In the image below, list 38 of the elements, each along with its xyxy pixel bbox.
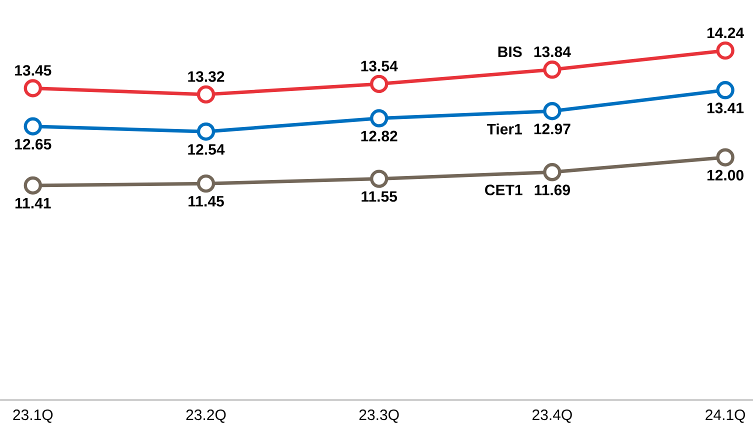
data-label: 13.41 [707, 102, 744, 114]
series-label: CET1 [485, 184, 522, 196]
point [543, 60, 562, 79]
data-label: 12.00 [707, 170, 744, 181]
x-tick-label: 23.2Q [186, 410, 226, 423]
point [24, 117, 42, 136]
data-label: 11.55 [362, 191, 398, 202]
series-label: Tier1 [486, 123, 522, 134]
point [716, 148, 734, 166]
series-label: BIS [498, 46, 522, 58]
data-label: 11.45 [188, 196, 224, 207]
x-tick-label: 23.3Q [359, 410, 399, 423]
data-label: 13.84 [534, 46, 571, 58]
x-tick-label: 24.1Q [706, 410, 746, 423]
point [370, 170, 388, 188]
data-label: 14.24 [707, 28, 744, 38]
point [716, 41, 734, 60]
point [196, 85, 216, 104]
x-tick-label: 23.4Q [532, 410, 572, 423]
point [196, 174, 216, 193]
data-label: 12.82 [361, 130, 398, 142]
data-label: 13.45 [15, 65, 52, 76]
data-label: 11.41 [15, 198, 51, 208]
point [543, 102, 562, 120]
point [24, 79, 42, 98]
data-label: 13.32 [188, 71, 224, 82]
point [370, 109, 388, 128]
point [543, 163, 562, 182]
data-label: 11.69 [534, 184, 570, 196]
point [370, 74, 388, 94]
x-tick-label: 23.1Q [13, 410, 53, 423]
data-label: 12.65 [15, 138, 52, 150]
point [716, 81, 734, 100]
point [196, 122, 216, 141]
point [24, 176, 42, 195]
data-label: 12.97 [534, 124, 570, 134]
data-label: 12.54 [188, 144, 225, 155]
data-label: 13.54 [361, 60, 398, 72]
